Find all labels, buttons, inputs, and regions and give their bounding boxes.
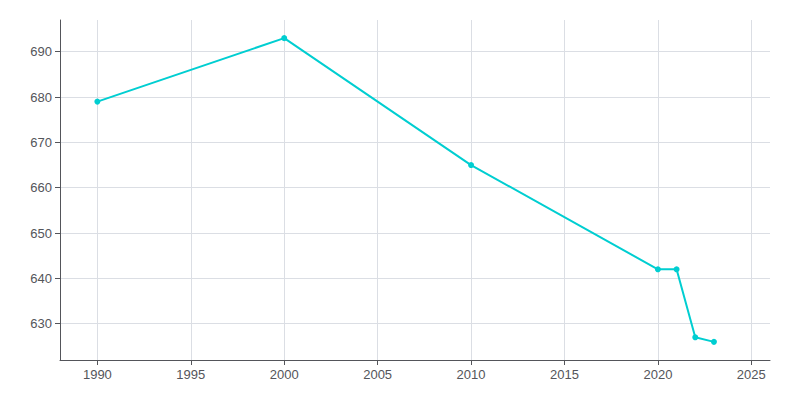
svg-text:660: 660 bbox=[30, 180, 52, 195]
svg-text:2015: 2015 bbox=[550, 367, 579, 382]
svg-text:2020: 2020 bbox=[643, 367, 672, 382]
svg-text:640: 640 bbox=[30, 271, 52, 286]
svg-text:2010: 2010 bbox=[457, 367, 486, 382]
svg-text:2005: 2005 bbox=[363, 367, 392, 382]
svg-text:2000: 2000 bbox=[270, 367, 299, 382]
svg-text:650: 650 bbox=[30, 226, 52, 241]
svg-text:1995: 1995 bbox=[176, 367, 205, 382]
svg-text:670: 670 bbox=[30, 135, 52, 150]
svg-text:2025: 2025 bbox=[737, 367, 766, 382]
svg-text:680: 680 bbox=[30, 90, 52, 105]
svg-text:630: 630 bbox=[30, 316, 52, 331]
svg-text:1990: 1990 bbox=[83, 367, 112, 382]
svg-text:690: 690 bbox=[30, 44, 52, 59]
